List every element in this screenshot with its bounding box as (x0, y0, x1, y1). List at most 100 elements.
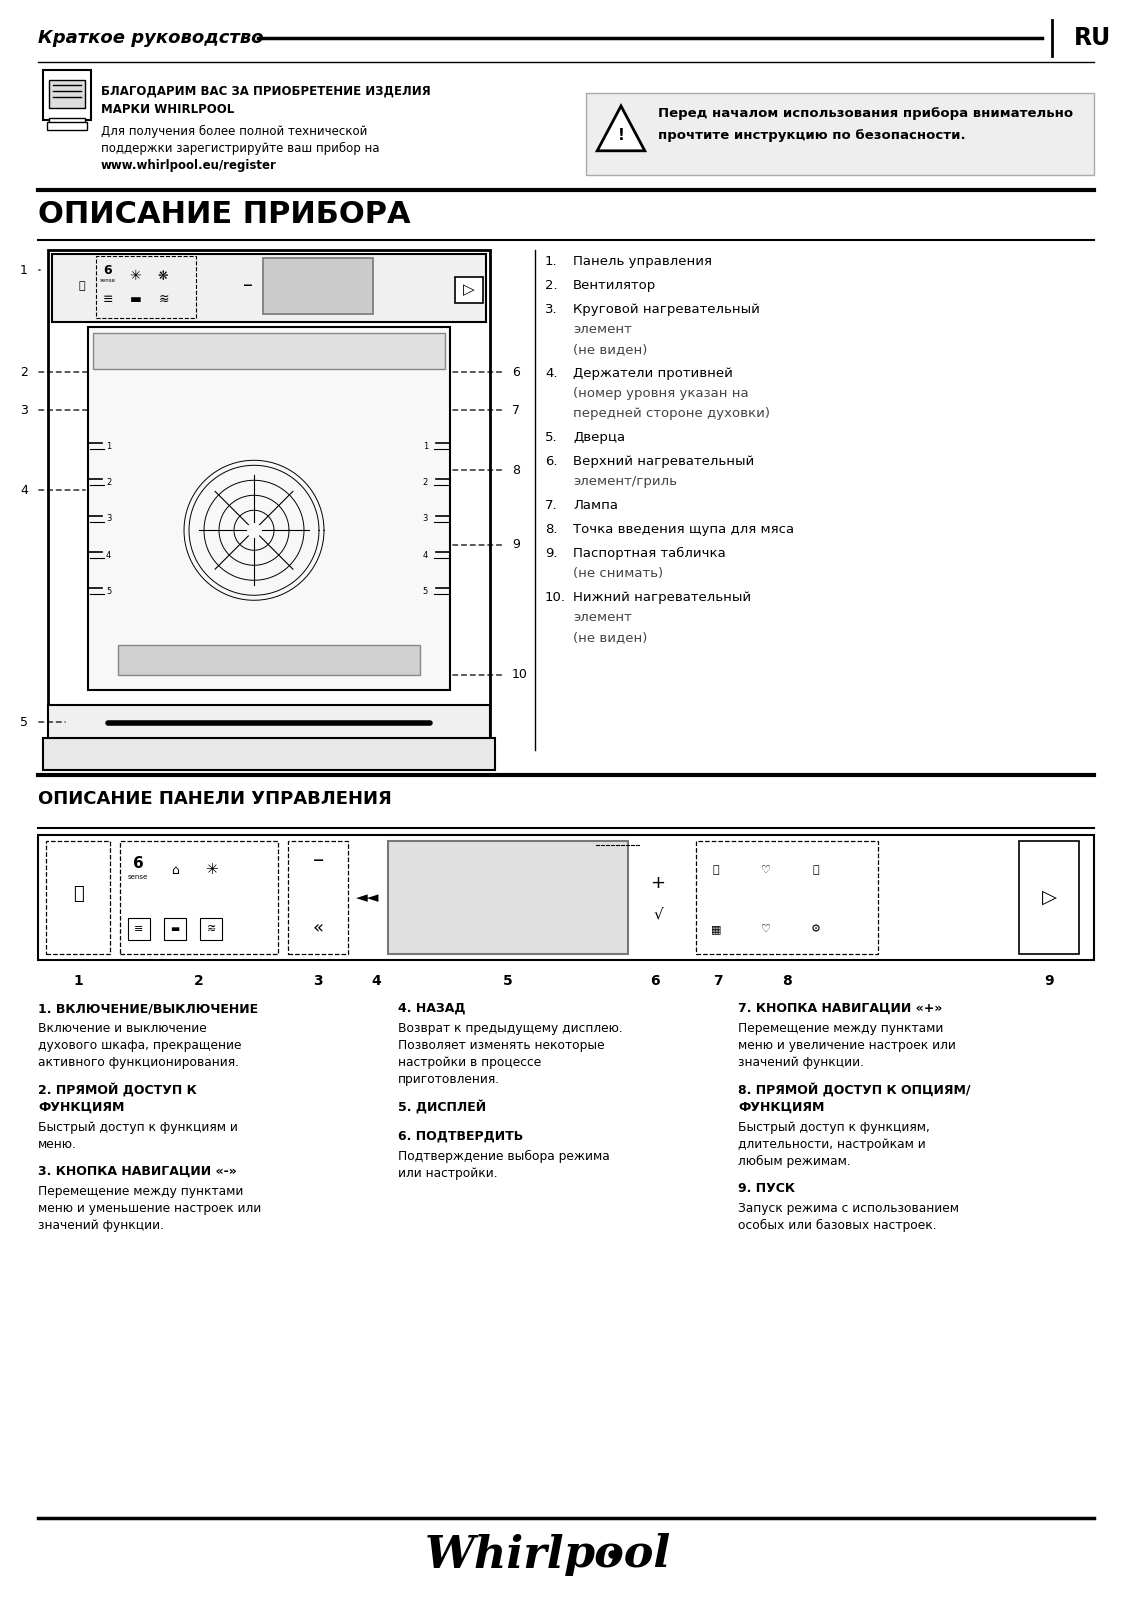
Text: 8.: 8. (544, 523, 557, 536)
Text: 1: 1 (106, 442, 111, 451)
Text: 7: 7 (512, 403, 520, 416)
Text: 3. КНОПКА НАВИГАЦИИ «-»: 3. КНОПКА НАВИГАЦИИ «-» (38, 1165, 237, 1178)
Text: Панель управления: Панель управления (573, 254, 712, 267)
Text: 8: 8 (512, 464, 520, 477)
Text: ≋: ≋ (206, 925, 216, 934)
Text: 2: 2 (422, 478, 428, 486)
Circle shape (374, 386, 417, 429)
Text: меню и увеличение настроек или: меню и увеличение настроек или (738, 1038, 955, 1053)
Text: pool: pool (564, 1533, 671, 1576)
Text: особых или базовых настроек.: особых или базовых настроек. (738, 1219, 936, 1232)
Text: (номер уровня указан на: (номер уровня указан на (573, 387, 748, 400)
FancyBboxPatch shape (388, 842, 628, 954)
Circle shape (69, 274, 95, 299)
Text: 5.: 5. (544, 430, 558, 443)
Text: 2: 2 (194, 974, 204, 987)
Text: Нижний нагревательный: Нижний нагревательный (573, 590, 752, 603)
Text: !: ! (618, 128, 625, 142)
Text: ≡: ≡ (135, 925, 144, 934)
Text: 1: 1 (74, 974, 83, 987)
Circle shape (60, 875, 96, 912)
Text: –: – (243, 277, 252, 296)
Text: ОПИСАНИЕ ПАНЕЛИ УПРАВЛЕНИЯ: ОПИСАНИЕ ПАНЕЛИ УПРАВЛЕНИЯ (38, 790, 392, 808)
Circle shape (752, 856, 780, 883)
Text: 3.: 3. (544, 302, 558, 317)
FancyBboxPatch shape (263, 258, 374, 314)
FancyBboxPatch shape (48, 250, 490, 739)
FancyBboxPatch shape (1019, 842, 1079, 954)
Circle shape (702, 856, 730, 883)
Text: ⌂: ⌂ (171, 864, 179, 877)
Text: 🌡: 🌡 (713, 866, 719, 875)
Text: 3: 3 (422, 514, 428, 523)
Text: ≋: ≋ (158, 293, 170, 306)
Circle shape (752, 915, 780, 942)
Text: 4: 4 (106, 550, 111, 560)
Text: «: « (312, 918, 324, 938)
Text: Держатели противней: Держатели противней (573, 366, 732, 379)
Text: 4: 4 (422, 550, 428, 560)
Text: ⏱: ⏱ (813, 866, 820, 875)
Text: Лампа: Лампа (573, 499, 618, 512)
FancyBboxPatch shape (88, 326, 451, 690)
Text: 7: 7 (713, 974, 723, 987)
Text: элемент/гриль: элемент/гриль (573, 475, 677, 488)
Text: sense: sense (128, 874, 148, 880)
Text: передней стороне духовки): передней стороне духовки) (573, 406, 770, 419)
FancyBboxPatch shape (200, 918, 222, 939)
Text: ▬: ▬ (171, 925, 180, 934)
Text: Краткое руководство: Краткое руководство (38, 29, 264, 46)
Text: Быстрый доступ к функциям и: Быстрый доступ к функциям и (38, 1122, 238, 1134)
Text: 2. ПРЯМОЙ ДОСТУП К: 2. ПРЯМОЙ ДОСТУП К (38, 1083, 197, 1098)
Text: (не виден): (не виден) (573, 630, 648, 643)
FancyBboxPatch shape (38, 835, 1094, 960)
Text: Точка введения щупа для мяса: Точка введения щупа для мяса (573, 523, 795, 536)
Text: 4: 4 (20, 483, 28, 496)
Text: духового шкафа, прекращение: духового шкафа, прекращение (38, 1038, 241, 1053)
Text: 3: 3 (106, 514, 111, 523)
Text: ≡: ≡ (103, 293, 113, 306)
Text: элемент: элемент (573, 611, 632, 624)
Text: ▷: ▷ (463, 283, 475, 298)
Text: приготовления.: приготовления. (398, 1074, 500, 1086)
Text: 1. ВКЛЮЧЕНИЕ/ВЫКЛЮЧЕНИЕ: 1. ВКЛЮЧЕНИЕ/ВЫКЛЮЧЕНИЕ (38, 1002, 258, 1014)
Text: ФУНКЦИЯМ: ФУНКЦИЯМ (738, 1101, 824, 1114)
Text: прочтите инструкцию по безопасности.: прочтите инструкцию по безопасности. (658, 130, 966, 142)
Text: активного функционирования.: активного функционирования. (38, 1056, 239, 1069)
Text: БЛАГОДАРИМ ВАС ЗА ПРИОБРЕТЕНИЕ ИЗДЕЛИЯ: БЛАГОДАРИМ ВАС ЗА ПРИОБРЕТЕНИЕ ИЗДЕЛИЯ (101, 85, 431, 98)
Text: 6: 6 (132, 856, 144, 870)
Circle shape (384, 290, 402, 307)
Text: Перемещение между пунктами: Перемещение между пунктами (38, 1186, 243, 1198)
Circle shape (409, 290, 427, 307)
Text: 6: 6 (512, 365, 520, 379)
Text: значений функции.: значений функции. (38, 1219, 164, 1232)
Text: или настройки.: или настройки. (398, 1166, 498, 1181)
Text: значений функции.: значений функции. (738, 1056, 864, 1069)
Text: 8: 8 (782, 974, 792, 987)
FancyBboxPatch shape (52, 254, 486, 322)
Text: www.whirlpool.eu/register: www.whirlpool.eu/register (101, 158, 277, 171)
FancyBboxPatch shape (93, 333, 445, 370)
Text: элемент: элемент (573, 323, 632, 336)
Polygon shape (598, 106, 645, 150)
Text: (не снимать): (не снимать) (573, 566, 663, 579)
Circle shape (434, 290, 452, 307)
Text: МАРКИ WHIRLPOOL: МАРКИ WHIRLPOOL (101, 102, 234, 117)
Text: ♡: ♡ (761, 866, 771, 875)
FancyBboxPatch shape (48, 706, 490, 739)
Text: ФУНКЦИЯМ: ФУНКЦИЯМ (38, 1101, 125, 1114)
Text: 3: 3 (314, 974, 323, 987)
Text: 5. ДИСПЛЕЙ: 5. ДИСПЛЕЙ (398, 1101, 486, 1114)
Text: Подтверждение выбора режима: Подтверждение выбора режима (398, 1150, 610, 1163)
Text: 6.: 6. (544, 454, 557, 467)
Text: 6: 6 (650, 974, 660, 987)
FancyBboxPatch shape (49, 118, 85, 125)
Text: 7.: 7. (544, 499, 558, 512)
FancyBboxPatch shape (49, 80, 85, 109)
Circle shape (801, 915, 830, 942)
Text: 9: 9 (1044, 974, 1054, 987)
Text: Для получения более полной технической: Для получения более полной технической (101, 125, 368, 138)
Text: Перемещение между пунктами: Перемещение между пунктами (738, 1022, 943, 1035)
Text: Возврат к предыдущему дисплею.: Возврат к предыдущему дисплею. (398, 1022, 623, 1035)
Text: Дверца: Дверца (573, 430, 625, 443)
